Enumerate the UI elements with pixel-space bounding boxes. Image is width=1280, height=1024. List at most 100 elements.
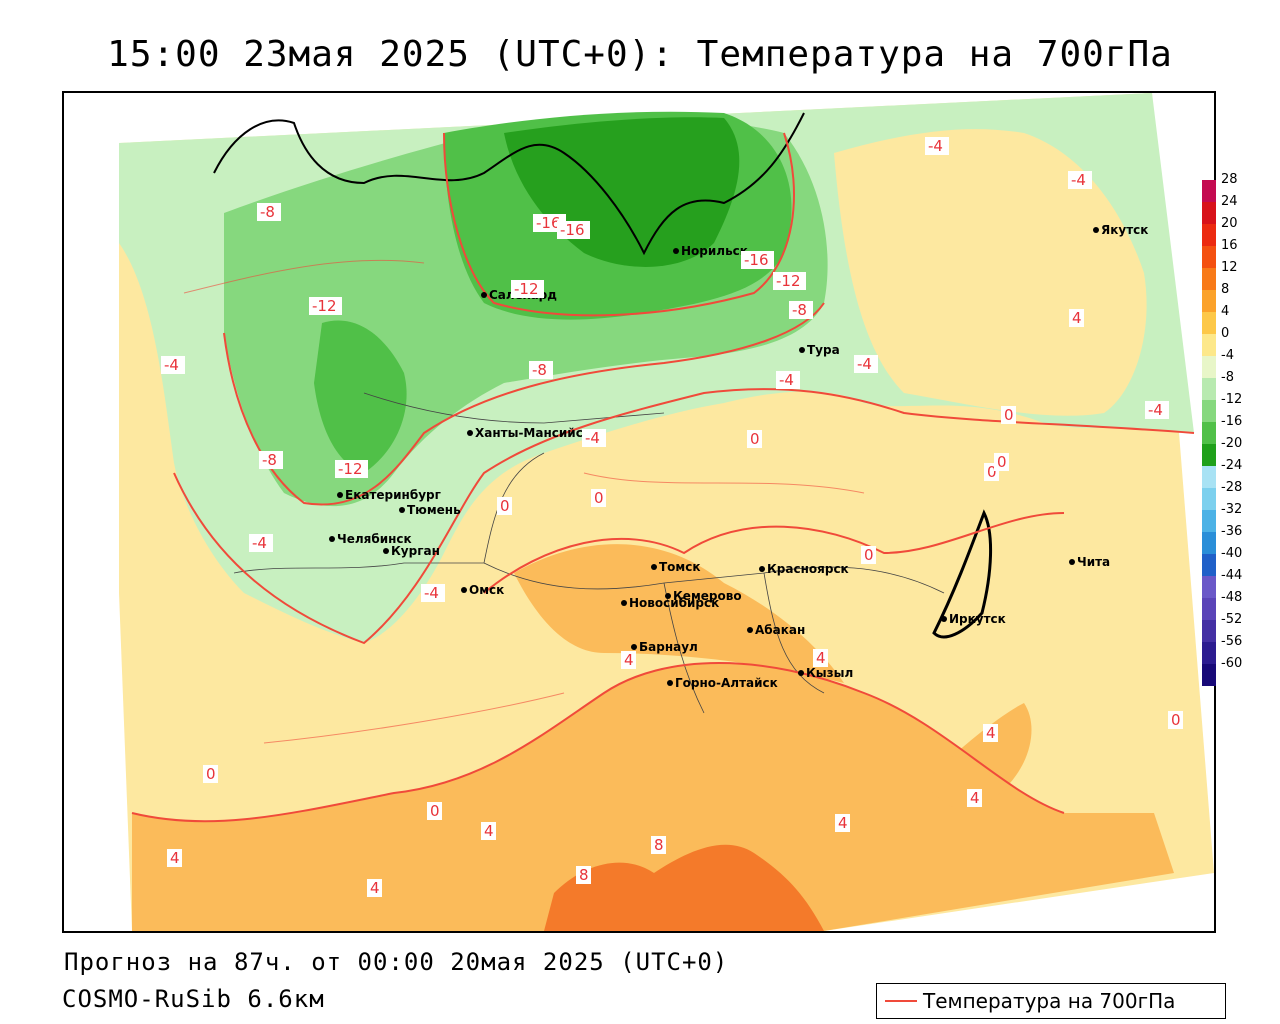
svg-text:-12: -12 bbox=[776, 272, 801, 290]
svg-text:8: 8 bbox=[654, 836, 664, 854]
isotherm-label: -4 bbox=[854, 355, 878, 373]
city-label: Ханты-Мансийск bbox=[475, 426, 591, 440]
colorbar-tick-label: -28 bbox=[1221, 480, 1243, 495]
svg-text:4: 4 bbox=[816, 649, 826, 667]
colorbar-swatch bbox=[1202, 290, 1216, 312]
city-label: Барнаул bbox=[639, 640, 698, 654]
legend-line-swatch bbox=[885, 1000, 917, 1002]
isotherm-label: 0 bbox=[497, 497, 512, 515]
isotherm-label: 0 bbox=[1001, 406, 1016, 424]
city-marker bbox=[798, 670, 804, 676]
isotherm-label: 4 bbox=[967, 789, 982, 807]
svg-text:0: 0 bbox=[1171, 711, 1181, 729]
colorbar-swatch bbox=[1202, 422, 1216, 444]
colorbar-swatch bbox=[1202, 312, 1216, 334]
isotherm-label: -4 bbox=[582, 429, 606, 447]
isotherm-label: 0 bbox=[1168, 711, 1183, 729]
colorbar-tick-label: 4 bbox=[1221, 304, 1230, 319]
svg-text:0: 0 bbox=[430, 802, 440, 820]
city-marker bbox=[481, 292, 487, 298]
isotherm-label: 4 bbox=[481, 822, 496, 840]
isotherm-label: 4 bbox=[835, 814, 850, 832]
svg-text:-4: -4 bbox=[1071, 171, 1086, 189]
svg-text:-16: -16 bbox=[744, 251, 769, 269]
coastline bbox=[213, 112, 805, 256]
colorbar-tick-label: 8 bbox=[1221, 282, 1230, 297]
colorbar-tick-label: 24 bbox=[1221, 194, 1238, 209]
colorbar-tick-label: -4 bbox=[1221, 348, 1234, 363]
colorbar bbox=[1202, 180, 1216, 686]
colorbar-swatch bbox=[1202, 444, 1216, 466]
lake-baikal bbox=[932, 509, 993, 639]
svg-text:4: 4 bbox=[1072, 309, 1082, 327]
svg-text:-4: -4 bbox=[164, 356, 179, 374]
city-label: Якутск bbox=[1101, 223, 1148, 237]
svg-text:-4: -4 bbox=[928, 137, 943, 155]
colorbar-tick-label: 20 bbox=[1221, 216, 1238, 231]
svg-text:4: 4 bbox=[484, 822, 494, 840]
isotherm-label: -4 bbox=[925, 137, 949, 155]
svg-text:-4: -4 bbox=[857, 355, 872, 373]
isotherm-label: -8 bbox=[529, 361, 553, 379]
colorbar-swatch bbox=[1202, 224, 1216, 246]
isotherm-label: 0 bbox=[994, 453, 1009, 471]
colorbar-tick-label: 0 bbox=[1221, 326, 1230, 341]
isotherm-label: 4 bbox=[167, 849, 182, 867]
colorbar-tick-label: -52 bbox=[1221, 612, 1243, 627]
svg-text:-8: -8 bbox=[792, 301, 807, 319]
colorbar-swatch bbox=[1202, 554, 1216, 576]
colorbar-tick-label: -56 bbox=[1221, 634, 1243, 649]
region-borders bbox=[233, 392, 945, 714]
svg-text:-12: -12 bbox=[338, 460, 363, 478]
city-marker bbox=[747, 627, 753, 633]
city-marker bbox=[631, 644, 637, 650]
legend-label: Температура на 700гПа bbox=[923, 989, 1176, 1013]
isotherm-label: 4 bbox=[1069, 309, 1084, 327]
city-label: Екатеринбург bbox=[345, 488, 441, 502]
city-marker bbox=[337, 492, 343, 498]
isotherm-label: 0 bbox=[747, 430, 762, 448]
svg-text:-4: -4 bbox=[1148, 401, 1163, 419]
isotherm-label: -12 bbox=[511, 280, 544, 298]
city-marker bbox=[941, 616, 947, 622]
colorbar-swatch bbox=[1202, 510, 1216, 532]
isotherm-label: 4 bbox=[983, 724, 998, 742]
isotherm-label: -4 bbox=[249, 534, 273, 552]
city-marker bbox=[329, 536, 335, 542]
svg-text:0: 0 bbox=[1004, 406, 1014, 424]
colorbar-tick-label: 28 bbox=[1221, 172, 1238, 187]
svg-text:4: 4 bbox=[970, 789, 980, 807]
city-label: Челябинск bbox=[337, 532, 412, 546]
colorbar-tick-label: -40 bbox=[1221, 546, 1243, 561]
isotherm-label: -16 bbox=[557, 221, 590, 239]
colorbar-swatch bbox=[1202, 466, 1216, 488]
svg-text:-8: -8 bbox=[262, 451, 277, 469]
colorbar-swatch bbox=[1202, 378, 1216, 400]
colorbar-tick-label: -32 bbox=[1221, 502, 1243, 517]
cool-region-minus4-east bbox=[834, 129, 1147, 416]
city-label: Томск bbox=[659, 560, 701, 574]
colorbar-swatch bbox=[1202, 180, 1216, 202]
svg-text:-12: -12 bbox=[514, 280, 539, 298]
isotherm-label: -4 bbox=[1068, 171, 1092, 189]
city-label: Кемерово bbox=[673, 589, 742, 603]
svg-text:0: 0 bbox=[864, 546, 874, 564]
city-label: Омск bbox=[469, 583, 504, 597]
svg-text:-4: -4 bbox=[252, 534, 267, 552]
city-marker bbox=[665, 593, 671, 599]
svg-text:-8: -8 bbox=[532, 361, 547, 379]
warm-region-8 bbox=[544, 844, 824, 931]
isotherm-label: 0 bbox=[203, 765, 218, 783]
colorbar-swatch bbox=[1202, 334, 1216, 356]
isotherm-label: -8 bbox=[789, 301, 813, 319]
city-marker bbox=[1093, 227, 1099, 233]
isotherm-label: -16 bbox=[741, 251, 774, 269]
isotherm-label: -12 bbox=[335, 460, 368, 478]
city-label: Горно-Алтайск bbox=[675, 676, 778, 690]
city-label: Красноярск bbox=[767, 562, 849, 576]
colorbar-tick-label: -20 bbox=[1221, 436, 1243, 451]
city-marker bbox=[1069, 559, 1075, 565]
isotherm-label: 0 bbox=[861, 546, 876, 564]
city-marker bbox=[651, 564, 657, 570]
city-label: Абакан bbox=[755, 623, 805, 637]
